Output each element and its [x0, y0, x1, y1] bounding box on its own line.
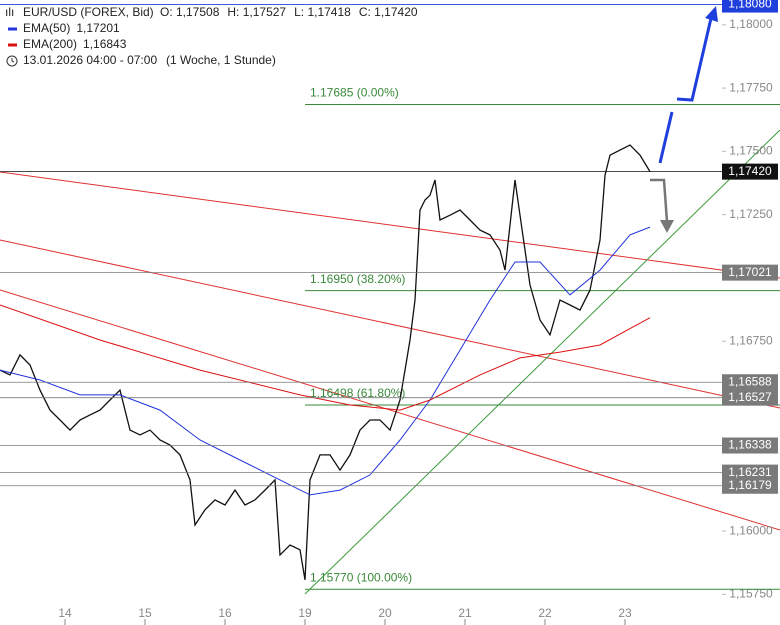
- y-tick-label: 1,15750: [729, 587, 773, 601]
- interval: (1 Woche, 1 Stunde): [166, 53, 276, 67]
- level-box: [722, 264, 778, 281]
- legend-value: 1,17201: [76, 21, 120, 35]
- symbol: EUR/USD (FOREX, Bid): [23, 5, 154, 19]
- trend-line: [0, 239, 780, 409]
- legend-icon: ılı: [5, 5, 14, 19]
- level-box: [722, 0, 778, 13]
- trend-line: [304, 129, 780, 595]
- level-label: 1,17420: [728, 164, 772, 178]
- level-label: 1,18080: [728, 0, 772, 11]
- arrow-up: [658, 13, 714, 164]
- y-tick-label: 1,18000: [729, 17, 773, 31]
- legend-value: 1,16843: [83, 37, 127, 51]
- level-box: [722, 437, 778, 454]
- legend-name: EMA(200): [23, 37, 77, 51]
- x-tick-label: 15: [138, 606, 152, 620]
- series-line: [0, 226, 651, 496]
- level-label: 1,16338: [728, 438, 772, 452]
- period: 13.01.2026 04:00 - 07:00: [23, 53, 157, 67]
- y-tick-label: 1,16750: [729, 333, 773, 347]
- x-tick-label: 16: [218, 606, 232, 620]
- x-tick-label: 21: [458, 606, 472, 620]
- level-box: [722, 389, 778, 406]
- arrow-down: [650, 178, 669, 223]
- level-label: 1,16588: [728, 374, 772, 388]
- arrow-head: [660, 220, 674, 233]
- y-tick-label: 1,16000: [729, 523, 773, 537]
- level-box: [722, 477, 778, 494]
- fib-label: 1.15770 (100.00%): [310, 570, 412, 584]
- trend-line: [0, 171, 780, 279]
- ohlc-value: L: 1,17418: [294, 5, 351, 19]
- series-line: [0, 304, 651, 411]
- ohlc-value: C: 1,17420: [359, 5, 418, 19]
- arrows: [650, 6, 718, 233]
- series-line: [0, 144, 651, 581]
- level-label: 1,16179: [728, 478, 772, 492]
- fib-label: 1.16950 (38.20%): [310, 272, 405, 286]
- level-box: [722, 374, 778, 391]
- clock-icon: [6, 55, 18, 67]
- ohlc-value: O: 1,17508: [160, 5, 220, 19]
- legend-name: EMA(50): [23, 21, 70, 35]
- level-label: 1,16231: [728, 465, 772, 479]
- fib-label: 1.16498 (61.80%): [310, 386, 405, 400]
- y-tick-label: 1,17500: [729, 144, 773, 158]
- clock-hand: [11, 58, 15, 63]
- fib-label: 1.17685 (0.00%): [310, 86, 399, 100]
- level-box: [722, 163, 778, 180]
- x-tick-label: 14: [58, 606, 72, 620]
- level-label: 1,16527: [728, 390, 772, 404]
- level-box: [722, 464, 778, 481]
- y-tick-label: 1,17750: [729, 80, 773, 94]
- x-tick-label: 20: [378, 606, 392, 620]
- legend: ılı EUR/USD (FOREX, Bid) EMA(50) EMA(200…: [5, 5, 418, 67]
- ohlc-value: H: 1,17527: [227, 5, 286, 19]
- level-label: 1,17021: [728, 265, 772, 279]
- x-tick-label: 19: [298, 606, 312, 620]
- x-tick-label: 22: [538, 606, 552, 620]
- trend-line: [0, 289, 780, 531]
- y-tick-label: 1,17250: [729, 207, 773, 221]
- trend-lines: [0, 129, 780, 595]
- x-tick-label: 23: [618, 606, 632, 620]
- arrow-head: [705, 6, 718, 22]
